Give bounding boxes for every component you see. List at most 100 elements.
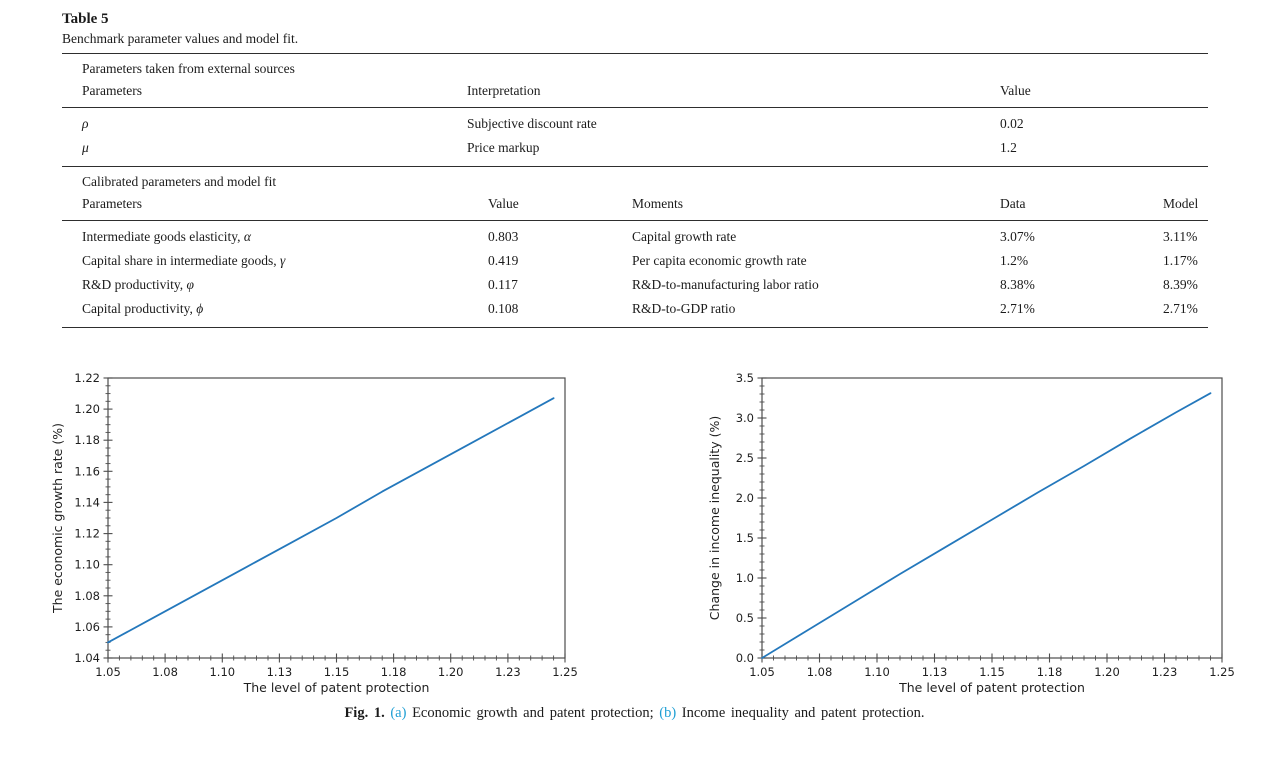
figure-ref-b[interactable]: (b) [659,705,677,721]
param-name: Capital productivity, ϕ [62,297,488,321]
table-row: ρ Subjective discount rate 0.02 [62,112,1208,136]
param-symbol: φ [186,277,194,292]
param-name: Capital share in intermediate goods, γ [62,249,488,273]
y-tick-label: 1.04 [74,651,100,665]
income-inequality-vs-patent-protection-line [761,392,1212,659]
y-tick-label: 1.10 [74,558,100,572]
param-name: R&D productivity, φ [62,273,488,297]
moment-data: 3.07% [1000,229,1035,244]
chart-income-inequality: 1.05 1.08 1.10 1.13 1.15 1.18 1.20 1.23 1.25 0.0 0… [707,371,1235,695]
figure-caption-label: Fig. 1. [344,705,385,721]
x-tick-label: 1.05 [749,665,775,679]
x-tick-label: 1.08 [152,665,178,679]
x-tick-label: 1.08 [807,665,833,679]
section-a-body: ρ Subjective discount rate 0.02 μ Price … [62,108,1208,167]
col-header-model: Model [1163,196,1199,211]
x-tick-label: 1.05 [95,665,121,679]
param-value: 0.803 [488,229,519,244]
moment-model: 1.17% [1163,253,1198,268]
moment-model: 3.11% [1163,229,1198,244]
table-row: R&D productivity, φ 0.117 R&D-to-manufac… [62,273,1208,297]
section-b-heading: Calibrated parameters and model fit [82,174,277,189]
y-axis-label: The economic growth rate (%) [50,423,65,614]
chart-economic-growth: 1.05 1.08 1.10 1.13 1.15 1.18 1.20 1.23 1.25 1.04… [50,371,578,695]
x-tick-label: 1.15 [324,665,350,679]
col-header-moments: Moments [632,196,684,211]
param-label: R&D productivity, [82,277,187,292]
param-label: Capital share in intermediate goods, [82,253,280,268]
y-tick-label: 2.0 [736,491,754,505]
col-header-parameters: Parameters [82,83,142,98]
param-value: 0.108 [488,301,519,316]
x-tick-label: 1.13 [922,665,948,679]
table-5-block: Table 5 Benchmark parameter values and m… [62,10,1208,328]
y-tick-label: 1.5 [736,531,754,545]
y-tick-label: 1.14 [74,495,100,509]
y-tick-label: 1.16 [74,464,100,478]
y-tick-label: 1.22 [74,371,100,385]
x-tick-label: 1.10 [864,665,890,679]
x-axis-label: The level of patent protection [898,680,1085,695]
section-a-header-row: Parameters Interpretation Value [62,80,1208,108]
x-tick-label: 1.23 [1152,665,1178,679]
figure-caption-text-a: Economic growth and patent protection; [412,705,654,721]
table-5: Parameters taken from external sources P… [62,53,1208,328]
param-value: 0.419 [488,253,519,268]
y-tick-label: 1.20 [74,402,100,416]
section-b-header-row: Parameters Value Moments Data Model [62,193,1208,221]
param-value: 0.02 [1000,116,1024,131]
y-tick-label: 1.08 [74,589,100,603]
moment-name: Per capita economic growth rate [632,253,807,268]
col-header-data: Data [1000,196,1026,211]
x-tick-label: 1.10 [209,665,235,679]
moment-model: 8.39% [1163,277,1198,292]
col-header-value: Value [1000,83,1031,98]
economic-growth-vs-patent-protection-line [107,397,555,644]
table-row: Intermediate goods elasticity, α 0.803 C… [62,225,1208,249]
y-tick-label: 2.5 [736,451,754,465]
x-tick-label: 1.25 [552,665,578,679]
param-symbol: γ [279,253,286,268]
moment-name: R&D-to-manufacturing labor ratio [632,277,819,292]
y-tick-label: 0.0 [736,651,754,665]
figure-caption-text-b: Income inequality and patent protection. [681,705,925,721]
param-symbol: ϕ [196,301,204,316]
y-axis-label: Change in income inequality (%) [707,416,722,620]
moment-name: Capital growth rate [632,229,737,244]
x-axis-label: The level of patent protection [243,680,430,695]
x-tick-label: 1.20 [1094,665,1120,679]
section-b-body: Intermediate goods elasticity, α 0.803 C… [62,221,1208,327]
param-symbol: μ [82,140,89,155]
param-symbol: α [243,229,251,244]
figure-ref-a[interactable]: (a) [390,705,407,721]
moment-model: 2.71% [1163,301,1198,316]
x-tick-label: 1.18 [1037,665,1063,679]
y-tick-label: 0.5 [736,611,754,625]
x-tick-label: 1.23 [495,665,521,679]
table-row: Capital share in intermediate goods, γ 0… [62,249,1208,273]
y-tick-label: 1.12 [74,527,100,541]
param-value: 1.2 [1000,140,1017,155]
table-title: Table 5 [62,11,109,27]
table-row: Capital productivity, ϕ 0.108 R&D-to-GDP… [62,297,1208,321]
moment-name: R&D-to-GDP ratio [632,301,736,316]
param-interpretation: Price markup [467,140,540,155]
col-header-parameters: Parameters [82,196,142,211]
x-tick-label: 1.18 [381,665,407,679]
param-label: Intermediate goods elasticity, [82,229,244,244]
moment-data: 1.2% [1000,253,1029,268]
section-a-heading: Parameters taken from external sources [82,61,295,76]
x-tick-label: 1.15 [979,665,1005,679]
y-tick-label: 3.0 [736,411,754,425]
x-tick-label: 1.25 [1209,665,1235,679]
table-row: μ Price markup 1.2 [62,136,1208,160]
x-tick-label: 1.20 [438,665,464,679]
moment-data: 2.71% [1000,301,1035,316]
table-caption: Benchmark parameter values and model fit… [62,31,299,46]
col-header-interpretation: Interpretation [467,83,541,98]
y-tick-label: 1.0 [736,571,754,585]
moment-data: 8.38% [1000,277,1035,292]
param-name: Intermediate goods elasticity, α [62,225,488,249]
param-label: Capital productivity, [82,301,197,316]
